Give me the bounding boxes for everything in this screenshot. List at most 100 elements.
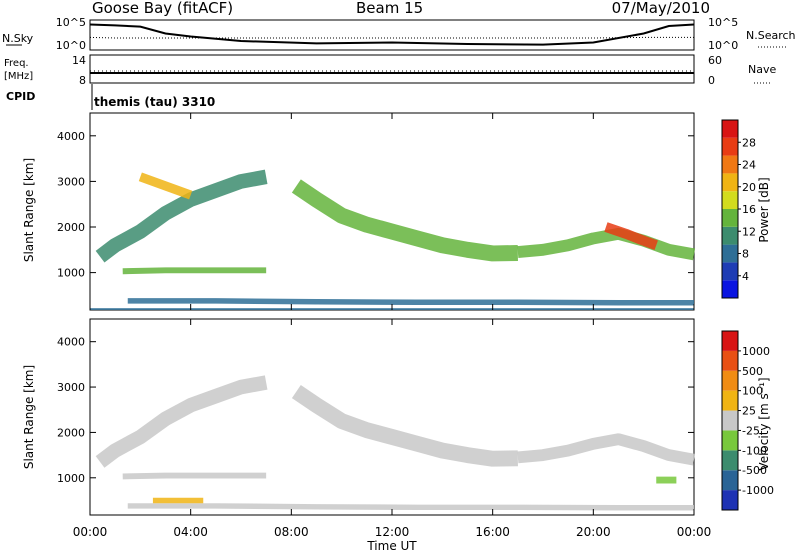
noise-search-series (89, 36, 694, 39)
xtick-label: 08:00 (274, 525, 309, 539)
freq-panel: Freq. [MHz] 14 8 60 0 Nave CPID themis (… (4, 54, 776, 110)
ytick-label: 4000 (57, 336, 85, 349)
power-yaxis: 1000 2000 3000 4000 (57, 113, 695, 310)
colorbar-swatch (722, 209, 738, 227)
velocity-echo-region (291, 385, 518, 467)
xtick-label: 00:00 (677, 525, 712, 539)
colorbar-tick-label: 1000 (742, 345, 770, 358)
colorbar-tick-label: 8 (742, 248, 749, 261)
colorbar-swatch (722, 244, 738, 263)
power-echo-region (517, 227, 696, 261)
colorbar-tick-label: -500 (742, 464, 767, 477)
freq-label-line2: [MHz] (4, 71, 33, 82)
noise-lines (89, 23, 695, 46)
noise-sky-label: N.Sky (2, 32, 34, 45)
nave-label: Nave (748, 63, 776, 76)
colorbar-swatch (722, 450, 738, 471)
colorbar-swatch (722, 430, 738, 451)
power-plot-frame (89, 112, 695, 311)
colorbar-swatch (722, 191, 738, 209)
velocity-panel: 1000 2000 3000 4000 Slant Range [km] (22, 318, 696, 516)
noise-panel-frame (89, 19, 695, 51)
colorbar-swatch (722, 262, 738, 281)
colorbar-swatch (722, 120, 738, 138)
xtick-label: 16:00 (475, 525, 510, 539)
colorbar-tick-label: -25 (742, 424, 760, 437)
power-echo-region (138, 172, 193, 200)
noise-left-tick-top: 10^5 (56, 16, 86, 29)
power-ylabel: Slant Range [km] (22, 158, 36, 262)
ytick-label: 1000 (57, 472, 85, 485)
noise-panel: N.Sky 10^5 10^0 10^5 10^0 N.Search (2, 16, 796, 52)
beam-label: Beam 15 (356, 0, 423, 17)
date-label: 07/May/2010 (612, 0, 710, 17)
ytick-label: 2000 (57, 426, 85, 439)
xtick-label: 04:00 (173, 525, 208, 539)
noise-right-tick-bottom: 10^0 (708, 39, 738, 52)
noise-search-label: N.Search (746, 29, 796, 42)
colorbar-tick-label: 500 (742, 365, 763, 378)
power-echo-region (291, 179, 518, 262)
colorbar-swatch (722, 350, 738, 371)
freq-panel-frame (89, 54, 695, 84)
ytick-label: 1000 (57, 267, 85, 280)
time-axis: 00:00 04:00 08:00 12:00 16:00 20:00 00:00 (73, 525, 712, 539)
colorbar-swatch (722, 410, 738, 431)
time-axis-label: Time UT (366, 539, 417, 553)
xtick-label: 20:00 (576, 525, 611, 539)
colorbar-swatch (722, 155, 738, 174)
velocity-data (95, 375, 696, 511)
power-echo-region (604, 222, 658, 250)
velocity-echo-region (517, 433, 696, 466)
xtick-label: 00:00 (73, 525, 108, 539)
ytick-label: 3000 (57, 381, 85, 394)
noise-left-tick-bottom: 10^0 (56, 39, 86, 52)
colorbar-tick-label: 4 (742, 270, 749, 283)
colorbar-swatch (722, 370, 738, 391)
power-echo-region (122, 267, 267, 275)
velocity-plot-frame (89, 318, 695, 516)
freq-left-tick-top: 14 (72, 54, 86, 67)
colorbar-tick-label: 100 (742, 385, 763, 398)
colorbar-frame (721, 330, 739, 511)
velocity-echo-region (122, 472, 267, 480)
colorbar-swatch (722, 470, 738, 491)
colorbar-tick-label: 25 (742, 405, 756, 418)
power-panel: 1000 2000 3000 4000 Slant Range [km] (22, 112, 696, 311)
noise-sky-series (89, 23, 695, 46)
freq-left-tick-bottom: 8 (79, 74, 86, 87)
velocity-echo-region (95, 375, 268, 468)
colorbar-tick-label: 12 (742, 225, 756, 238)
power-echo-region (127, 298, 694, 306)
colorbar-swatch (722, 280, 738, 298)
nave-right-tick-bottom: 0 (708, 74, 715, 87)
power-colorbar-label: Power [dB] (757, 177, 771, 242)
colorbar-swatch (722, 173, 738, 192)
colorbar-swatch (722, 137, 738, 156)
power-colorbar: 4 8 12 16 20 24 28 (721, 119, 756, 299)
velocity-colorbar: 1000 500 100 25 -25 -100 -500 -1000 (721, 330, 774, 511)
colorbar-tick-label: -100 (742, 444, 767, 457)
radar-title: Goose Bay (fitACF) (92, 0, 233, 17)
xtick-label: 12:00 (375, 525, 410, 539)
cpid-label: CPID (6, 90, 35, 103)
cpid-value: themis (tau) 3310 (94, 95, 215, 109)
velocity-ylabel: Slant Range [km] (22, 365, 36, 469)
velocity-colorbar-label: Velocity [m s⁻¹] (757, 377, 771, 470)
ytick-label: 2000 (57, 221, 85, 234)
colorbar-swatch (722, 226, 738, 245)
colorbar-tick-label: -1000 (742, 484, 774, 497)
power-echo-region (95, 169, 268, 263)
ytick-label: 3000 (57, 175, 85, 188)
ytick-label: 4000 (57, 130, 85, 143)
colorbar-tick-label: 20 (742, 181, 756, 194)
colorbar-swatch (722, 331, 738, 351)
colorbar-tick-label: 28 (742, 136, 756, 149)
colorbar-swatch (722, 490, 738, 510)
colorbar-swatch (722, 390, 738, 411)
velocity-echo-region (127, 503, 694, 511)
noise-right-tick-top: 10^5 (708, 16, 738, 29)
colorbar-tick-label: 16 (742, 203, 756, 216)
velocity-yaxis: 1000 2000 3000 4000 (57, 319, 695, 515)
